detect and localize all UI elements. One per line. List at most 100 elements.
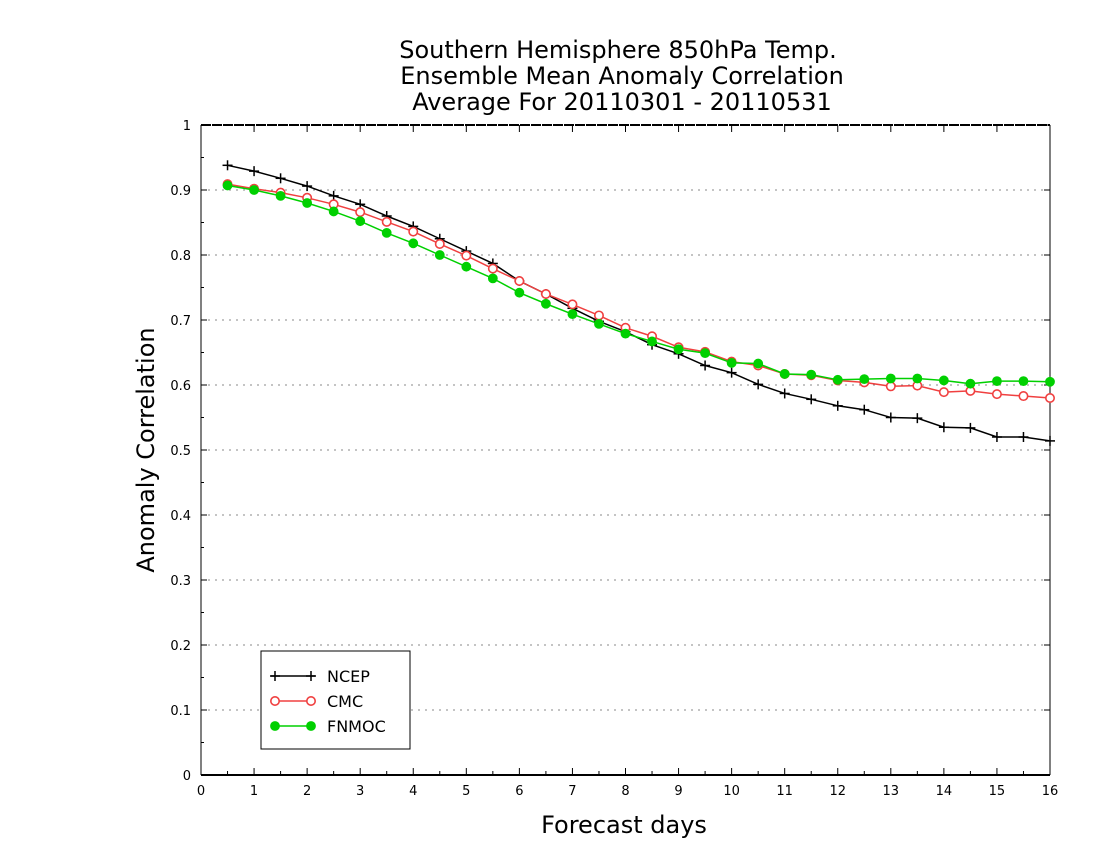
y-tick-label: 0.2 — [170, 639, 191, 654]
data-point — [408, 226, 419, 237]
data-point — [434, 238, 445, 249]
chart-title: Southern Hemisphere 850hPa Temp. Ensembl… — [399, 36, 844, 116]
x-tick-label: 15 — [989, 784, 1006, 799]
legend-label: NCEP — [327, 667, 370, 686]
series-line-cmc — [227, 183, 1051, 399]
x-tick-label: 8 — [621, 784, 629, 799]
data-point — [249, 185, 259, 195]
legend-marker — [305, 695, 316, 706]
y-tick-label: 0.5 — [170, 444, 191, 459]
data-point — [487, 273, 498, 284]
x-tick-label: 1 — [250, 784, 258, 799]
series-cmc — [222, 179, 1056, 403]
y-tick-label: 0.3 — [170, 574, 191, 589]
series-ncep — [222, 160, 1055, 446]
x-tick-label: 7 — [568, 784, 576, 799]
data-point — [408, 238, 419, 249]
data-point — [222, 180, 233, 191]
data-point — [567, 299, 578, 310]
y-tick-label: 1 — [183, 119, 191, 134]
legend-item-fnmoc: FNMOC — [270, 717, 386, 736]
data-point — [593, 310, 604, 321]
x-tick-label: 5 — [462, 784, 470, 799]
data-point — [381, 228, 392, 238]
x-tick-label: 9 — [674, 784, 682, 799]
series-fnmoc — [222, 180, 1055, 389]
data-point — [965, 378, 976, 389]
x-tick-label: 2 — [303, 784, 311, 799]
data-point — [885, 373, 896, 384]
data-point — [302, 181, 313, 192]
series-line-fnmoc — [227, 184, 1051, 385]
data-point — [779, 369, 790, 379]
y-tick-label: 0.6 — [170, 379, 191, 394]
legend-item-cmc: CMC — [269, 692, 363, 711]
data-point — [832, 400, 843, 411]
data-point — [1018, 376, 1029, 387]
x-tick-label: 10 — [723, 784, 740, 799]
legend-label: FNMOC — [327, 717, 386, 736]
y-tick-label: 0 — [183, 769, 191, 784]
x-tick-label: 14 — [936, 784, 953, 799]
data-point — [859, 374, 870, 385]
data-point — [328, 206, 339, 217]
data-point — [726, 367, 737, 378]
data-point — [434, 250, 445, 260]
x-tick-label: 0 — [197, 784, 205, 799]
data-point — [1045, 376, 1055, 387]
x-tick-label: 16 — [1042, 784, 1059, 799]
legend-marker — [306, 671, 316, 681]
data-point — [912, 413, 923, 424]
data-point — [647, 336, 657, 347]
chart-title-line-3: Average For 20110301 - 20110531 — [412, 88, 832, 116]
data-point — [541, 298, 551, 309]
data-point — [487, 263, 498, 274]
legend-marker — [306, 721, 316, 731]
y-tick-label: 0.8 — [170, 249, 191, 264]
y-axis-label: Anomaly Correlation — [132, 327, 160, 572]
data-point — [594, 319, 604, 329]
x-tick-label: 3 — [356, 784, 364, 799]
data-point — [302, 198, 313, 208]
legend: NCEP CMC FNMOC — [260, 650, 411, 750]
data-point — [355, 216, 366, 227]
data-point — [806, 394, 817, 405]
gridlines — [201, 189, 1050, 711]
y-tick-label: 0.7 — [170, 314, 191, 329]
y-tick-label: 0.9 — [170, 184, 191, 199]
x-axis-label: Forecast days — [541, 811, 707, 839]
series-line-ncep — [227, 164, 1051, 442]
data-point — [991, 389, 1002, 400]
data-point — [938, 375, 949, 386]
data-point — [992, 376, 1002, 387]
data-point — [461, 261, 472, 272]
series-layer — [222, 160, 1056, 446]
legend-item-ncep: NCEP — [270, 667, 370, 686]
data-point — [1045, 435, 1055, 446]
legend-marker — [270, 671, 280, 681]
data-point — [275, 190, 286, 201]
data-point — [753, 379, 764, 390]
data-point — [673, 344, 684, 355]
y-tick-label: 0.1 — [170, 704, 191, 719]
data-point — [222, 160, 233, 171]
data-point — [461, 250, 472, 261]
data-point — [355, 207, 366, 218]
x-axis-ticks: 0 1 2 3 4 5 6 7 8 9 10 11 12 13 14 15 16 — [197, 125, 1058, 799]
legend-marker — [269, 695, 280, 706]
data-point — [620, 328, 631, 339]
data-point — [328, 190, 339, 201]
data-point — [700, 348, 710, 359]
legend-label: CMC — [327, 692, 363, 711]
x-tick-label: 12 — [829, 784, 846, 799]
data-point — [540, 288, 551, 299]
data-point — [726, 358, 737, 368]
data-point — [567, 309, 578, 320]
data-point — [806, 369, 817, 380]
data-point — [1018, 432, 1029, 442]
y-tick-label: 0.4 — [170, 509, 191, 524]
data-point — [885, 412, 896, 423]
data-point — [249, 166, 260, 177]
data-point — [753, 358, 764, 369]
data-point — [514, 287, 525, 298]
